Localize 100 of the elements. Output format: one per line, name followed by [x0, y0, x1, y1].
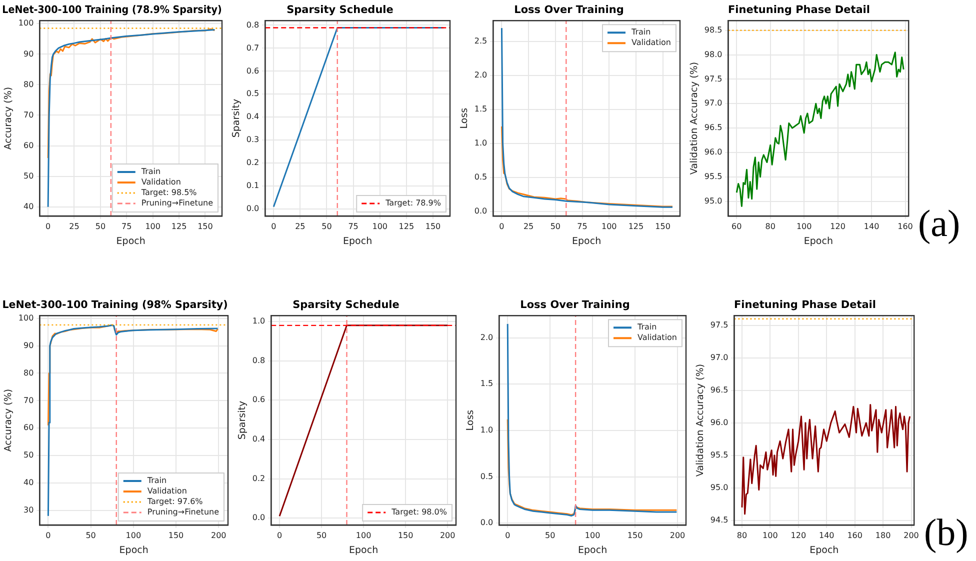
legend-label: Validation [147, 486, 187, 496]
x-tick-label: 200 [904, 530, 919, 540]
text: (a) [918, 202, 960, 246]
y-tick-label: 100 [18, 18, 34, 28]
x-tick-label: 50 [95, 222, 106, 231]
x-tick-label: 150 [398, 530, 414, 540]
x-tick-label: 0 [276, 530, 282, 540]
x-tick-label: 25 [69, 222, 80, 231]
x-tick-label: 50 [544, 530, 556, 540]
y-tick-label: 50 [23, 450, 34, 460]
y-tick-label: 0.4 [252, 434, 266, 444]
y-tick-label: 95.5 [704, 172, 722, 181]
y-tick-label: 95.5 [710, 450, 728, 460]
chart-title: Sparsity Schedule [292, 299, 400, 312]
y-tick-label: 2.0 [474, 70, 488, 80]
x-tick-label: 80 [736, 530, 748, 540]
y-tick-label: 1.5 [474, 104, 488, 114]
x-tick-label: 100 [372, 222, 388, 231]
y-tick-label: 96.5 [710, 385, 728, 394]
ref-line-label: Pruning→Finetune [141, 198, 214, 208]
x-axis-title: Epoch [804, 236, 833, 247]
y-tick-label: 2.5 [474, 36, 488, 46]
y-tick-label: 30 [23, 506, 34, 515]
x-tick-label: 125 [398, 222, 414, 231]
legend-label: Train [140, 167, 161, 176]
x-tick-label: 125 [171, 222, 187, 231]
legend-label: Target: 98.5% [140, 188, 198, 198]
x-tick-label: 0 [271, 222, 276, 231]
y-tick-label: 90 [23, 49, 34, 58]
x-tick-label: 150 [168, 530, 184, 540]
x-tick-label: 100 [145, 222, 160, 231]
x-tick-label: 200 [670, 530, 686, 540]
y-axis-title: Sparsity [237, 400, 248, 440]
y-axis-title: Validation Accuracy (%) [695, 364, 706, 477]
x-tick-label: 100 [584, 530, 600, 540]
y-axis-title: Loss [459, 108, 470, 129]
y-tick-label: 60 [23, 423, 34, 432]
x-tick-label: 100 [796, 222, 812, 231]
y-tick-label: 96.0 [704, 148, 722, 157]
x-tick-label: 120 [790, 530, 806, 540]
y-tick-label: 0.0 [480, 518, 494, 528]
y-tick-label: 60 [23, 140, 34, 150]
x-tick-label: 25 [523, 222, 534, 231]
x-tick-label: 160 [898, 222, 913, 231]
chart-title: Sparsity Schedule [286, 4, 394, 16]
x-tick-label: 100 [126, 530, 142, 540]
y-tick-label: 0.6 [246, 66, 260, 76]
legend-label: Target: 78.9% [384, 198, 442, 208]
x-tick-label: 0 [46, 530, 51, 540]
x-tick-label: 80 [765, 222, 776, 231]
x-tick-label: 50 [550, 222, 561, 231]
y-tick-label: 0.5 [246, 89, 260, 98]
y-tick-label: 0.2 [246, 158, 260, 168]
x-tick-label: 25 [295, 222, 306, 231]
x-tick-label: 100 [762, 530, 778, 540]
x-tick-label: 125 [628, 222, 644, 231]
x-tick-label: 140 [818, 530, 834, 540]
x-tick-label: 0 [499, 222, 504, 231]
y-tick-label: 70 [23, 110, 34, 120]
y-tick-label: 97.5 [710, 320, 728, 330]
y-axis-title: Sparsity [231, 98, 242, 138]
chart-title: Loss Over Training [520, 299, 630, 312]
ref-line-label: Pruning→Finetune [147, 508, 220, 517]
x-axis-title: Epoch [572, 236, 602, 247]
y-tick-label: 95.0 [704, 196, 722, 206]
x-tick-label: 150 [655, 222, 670, 231]
x-axis-title: Epoch [343, 236, 372, 247]
x-tick-label: 180 [875, 530, 891, 540]
legend-label: Train [630, 28, 651, 37]
y-tick-label: 1.5 [480, 379, 494, 388]
chart-title: LeNet-300-100 Training (98% Sparsity) [2, 298, 228, 312]
y-tick-label: 94.5 [710, 516, 728, 525]
y-tick-label: 100 [18, 313, 34, 322]
x-tick-label: 150 [425, 222, 441, 231]
y-tick-label: 97.0 [704, 98, 722, 108]
y-axis-title: Accuracy (%) [3, 388, 14, 452]
x-tick-label: 120 [830, 222, 846, 231]
legend-label: Target: 97.6% [146, 497, 204, 506]
legend-label: Validation [141, 178, 181, 187]
x-tick-label: 75 [348, 222, 358, 231]
x-tick-label: 50 [322, 222, 332, 231]
x-tick-label: 60 [732, 222, 742, 231]
y-tick-label: 50 [23, 171, 34, 180]
x-tick-label: 150 [627, 530, 643, 540]
x-axis-title: Epoch [349, 544, 378, 556]
y-tick-label: 0.4 [246, 112, 260, 122]
y-tick-label: 96.0 [710, 418, 728, 427]
y-axis-title: Loss [465, 410, 476, 431]
x-axis-title: Epoch [116, 236, 146, 247]
x-tick-label: 100 [356, 530, 372, 540]
x-axis-title: Epoch [119, 544, 148, 556]
text: (b) [924, 511, 968, 555]
x-tick-label: 0 [46, 222, 51, 231]
y-tick-label: 0.7 [246, 43, 260, 52]
x-tick-label: 50 [86, 530, 96, 540]
y-tick-label: 96.5 [704, 123, 722, 132]
y-tick-label: 0.0 [252, 513, 266, 522]
x-axis-title: Epoch [810, 544, 839, 556]
y-axis-title: Validation Accuracy (%) [689, 62, 700, 175]
y-tick-label: 40 [23, 478, 34, 488]
